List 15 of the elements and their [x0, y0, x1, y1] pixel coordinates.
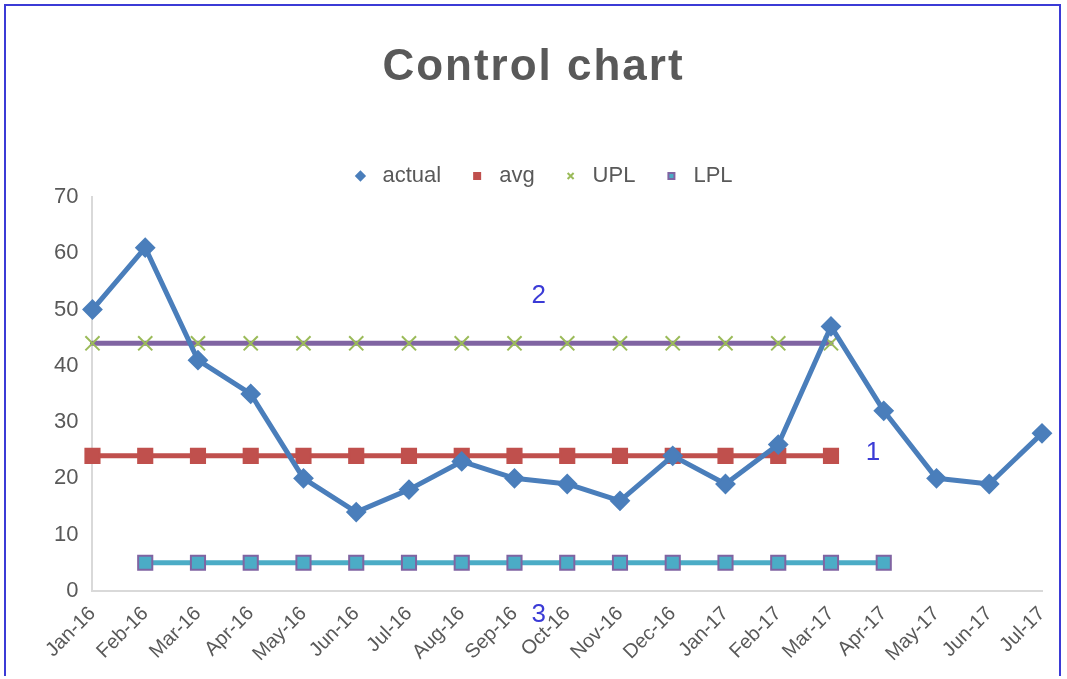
legend-label: LPL — [693, 162, 733, 188]
legend-label: avg — [499, 162, 535, 188]
y-tick-label: 70 — [53, 183, 79, 209]
y-tick-label: 20 — [53, 464, 79, 490]
legend-label: actual — [382, 162, 442, 188]
y-tick-label: 10 — [53, 520, 79, 546]
y-tick-label: 60 — [53, 239, 79, 265]
y-tick-label: 40 — [53, 351, 79, 377]
annotation: 2 — [531, 278, 546, 309]
chart-title: Control chart — [381, 40, 686, 90]
y-tick-label: 50 — [53, 295, 79, 321]
y-tick-label: 30 — [53, 408, 79, 434]
legend-label: UPL — [592, 162, 636, 188]
y-tick-label: 0 — [66, 576, 79, 602]
annotation: 1 — [865, 436, 881, 467]
